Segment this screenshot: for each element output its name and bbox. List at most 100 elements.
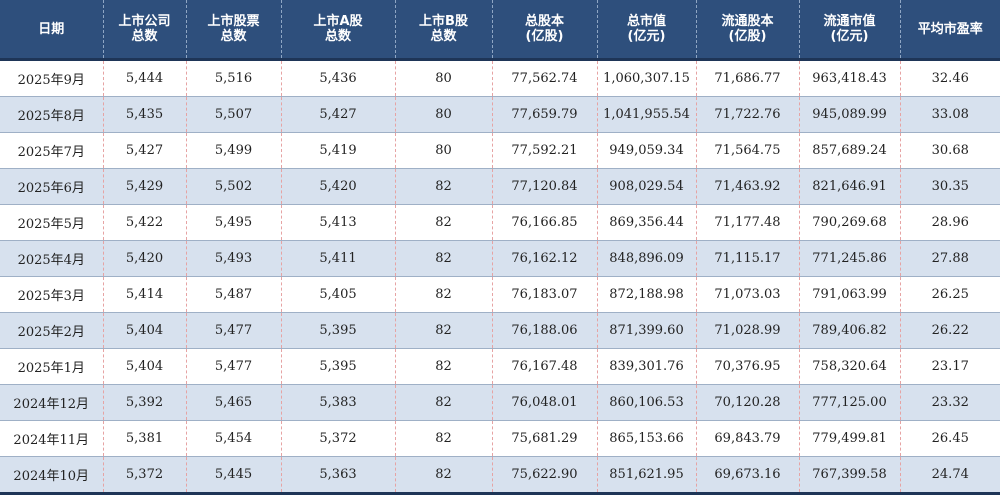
table-cell: 82: [395, 168, 493, 205]
table-row: 2024年10月 5,372 5,445 5,363 82 75,622.90 851,62…: [0, 456, 1000, 495]
table-cell: 5,372: [281, 420, 396, 457]
table-cell: 758,320.64: [799, 348, 901, 385]
table-cell: 791,063.99: [799, 276, 901, 313]
table-cell: 860,106.53: [597, 384, 697, 421]
column-header-line2: 总数: [220, 29, 247, 44]
table-cell: 70,120.28: [696, 384, 800, 421]
table-cell: 82: [395, 312, 493, 349]
table-cell: 69,673.16: [696, 456, 800, 495]
table-cell: 28.96: [900, 204, 1000, 241]
table-cell: 5,454: [186, 420, 282, 457]
table-cell: 77,562.74: [492, 59, 598, 97]
date-cell: 2024年12月: [0, 384, 104, 421]
date-cell: 2025年7月: [0, 132, 104, 169]
table-cell: 848,896.09: [597, 240, 697, 277]
table-cell: 71,722.76: [696, 96, 800, 133]
column-header-line2: (亿股): [525, 29, 564, 44]
column-header-line2: (亿股): [728, 29, 767, 44]
table-cell: 865,153.66: [597, 420, 697, 457]
table-cell: 70,376.95: [696, 348, 800, 385]
date-cell: 2025年1月: [0, 348, 104, 385]
table-body: 2025年9月 5,444 5,516 5,436 80 77,562.74 1,060,3…: [0, 59, 1000, 495]
column-header-line1: 流通市值: [823, 14, 876, 29]
table-cell: 5,502: [186, 168, 282, 205]
table-cell: 5,499: [186, 132, 282, 169]
table-cell: 5,392: [103, 384, 187, 421]
table-cell: 23.17: [900, 348, 1000, 385]
column-header: 上市B股 总数: [395, 0, 493, 61]
table-cell: 771,245.86: [799, 240, 901, 277]
table-cell: 5,404: [103, 348, 187, 385]
date-cell: 2025年3月: [0, 276, 104, 313]
header-row: 日期 上市公司 总数 上市股票 总数 上市A股 总数 上市B股 总数 总股本 (亿股) 总市值 (亿元)…: [0, 0, 1000, 61]
table-cell: 71,686.77: [696, 59, 800, 97]
table-cell: 26.25: [900, 276, 1000, 313]
table-cell: 5,420: [103, 240, 187, 277]
table-cell: 5,395: [281, 348, 396, 385]
table-cell: 851,621.95: [597, 456, 697, 495]
table-cell: 75,681.29: [492, 420, 598, 457]
table-cell: 80: [395, 96, 493, 133]
column-header-line1: 总股本: [524, 14, 564, 29]
table-cell: 767,399.58: [799, 456, 901, 495]
table-cell: 5,419: [281, 132, 396, 169]
column-header-line1: 上市股票: [207, 14, 260, 29]
table-cell: 821,646.91: [799, 168, 901, 205]
table-cell: 24.74: [900, 456, 1000, 495]
column-header-line2: (亿元): [627, 29, 666, 44]
table-cell: 5,404: [103, 312, 187, 349]
table-cell: 908,029.54: [597, 168, 697, 205]
table-cell: 871,399.60: [597, 312, 697, 349]
table-cell: 5,487: [186, 276, 282, 313]
table-row: 2025年7月 5,427 5,499 5,419 80 77,592.21 949,059…: [0, 132, 1000, 169]
date-cell: 2025年6月: [0, 168, 104, 205]
table-cell: 82: [395, 240, 493, 277]
date-cell: 2025年8月: [0, 96, 104, 133]
table-cell: 76,166.85: [492, 204, 598, 241]
column-header: 流通股本 (亿股): [696, 0, 800, 61]
table-row: 2025年8月 5,435 5,507 5,427 80 77,659.79 1,041,9…: [0, 96, 1000, 133]
table-cell: 76,188.06: [492, 312, 598, 349]
table-cell: 26.45: [900, 420, 1000, 457]
table-cell: 5,372: [103, 456, 187, 495]
column-header-line1: 平均市盈率: [917, 21, 983, 37]
table-cell: 77,592.21: [492, 132, 598, 169]
column-header-line2: (亿元): [830, 29, 869, 44]
table-cell: 857,689.24: [799, 132, 901, 169]
table-header: 日期 上市公司 总数 上市股票 总数 上市A股 总数 上市B股 总数 总股本 (亿股) 总市值 (亿元)…: [0, 0, 1000, 61]
column-header: 流通市值 (亿元): [799, 0, 901, 61]
date-cell: 2025年5月: [0, 204, 104, 241]
column-header-line1: 流通股本: [721, 14, 774, 29]
table-cell: 5,381: [103, 420, 187, 457]
table-cell: 71,115.17: [696, 240, 800, 277]
table-cell: 82: [395, 456, 493, 495]
table-cell: 869,356.44: [597, 204, 697, 241]
column-header: 总股本 (亿股): [492, 0, 598, 61]
table-cell: 75,622.90: [492, 456, 598, 495]
table-cell: 71,177.48: [696, 204, 800, 241]
table-cell: 76,162.12: [492, 240, 598, 277]
column-header-line2: 总数: [324, 29, 351, 44]
table-cell: 23.32: [900, 384, 1000, 421]
table-cell: 76,183.07: [492, 276, 598, 313]
table-row: 2024年12月 5,392 5,465 5,383 82 76,048.01 860,10…: [0, 384, 1000, 421]
table-cell: 5,422: [103, 204, 187, 241]
table-cell: 76,167.48: [492, 348, 598, 385]
table-cell: 71,564.75: [696, 132, 800, 169]
table-cell: 5,383: [281, 384, 396, 421]
column-header-line1: 上市A股: [313, 14, 363, 29]
table-cell: 945,089.99: [799, 96, 901, 133]
date-cell: 2024年10月: [0, 456, 104, 495]
table-cell: 5,444: [103, 59, 187, 97]
table-row: 2025年5月 5,422 5,495 5,413 82 76,166.85 869,356…: [0, 204, 1000, 241]
column-header: 上市股票 总数: [186, 0, 282, 61]
column-header-line2: 总数: [131, 29, 158, 44]
table-cell: 5,445: [186, 456, 282, 495]
table-cell: 30.68: [900, 132, 1000, 169]
table-cell: 80: [395, 132, 493, 169]
table-cell: 82: [395, 348, 493, 385]
table-cell: 5,516: [186, 59, 282, 97]
table-cell: 82: [395, 384, 493, 421]
table-cell: 30.35: [900, 168, 1000, 205]
